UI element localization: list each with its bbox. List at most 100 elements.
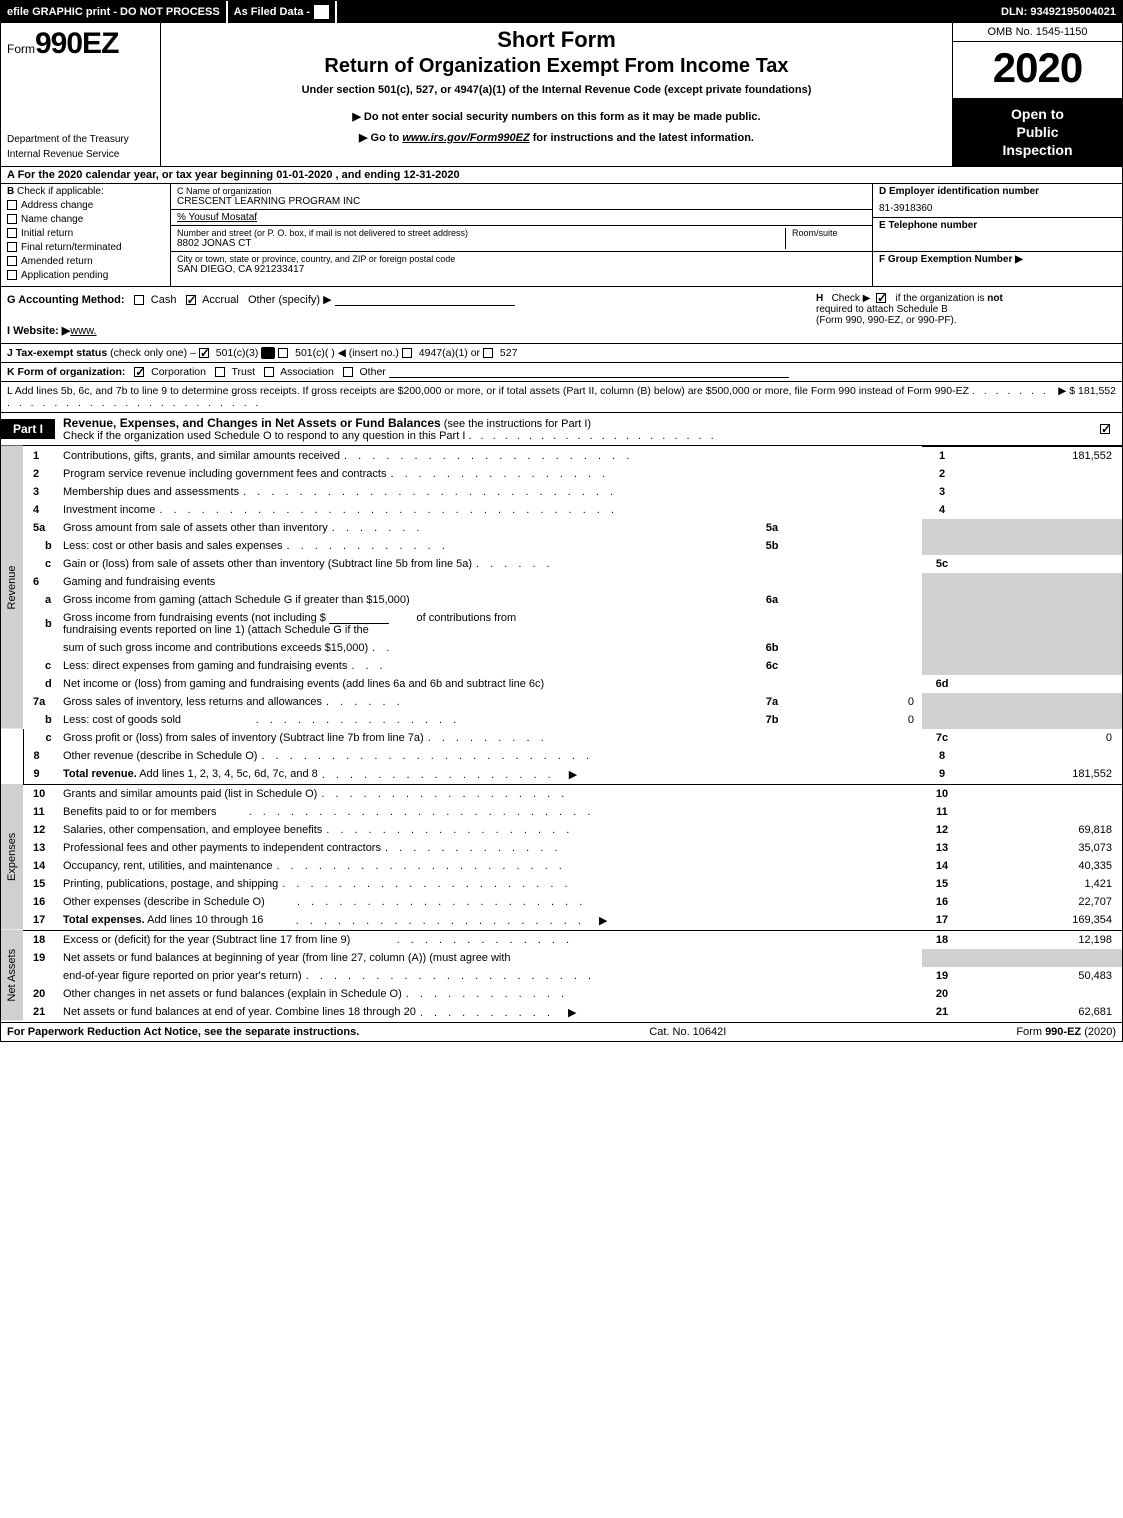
col-val: 181,552 — [962, 446, 1122, 465]
line-desc: Total expenses. Add lines 10 through 16 — [63, 914, 263, 927]
instructions-link: ▶ Go to www.irs.gov/Form990EZ for instru… — [169, 131, 944, 144]
mini-no: 6a — [752, 591, 792, 609]
chk-label: Initial return — [21, 228, 73, 239]
org-name-cell: C Name of organization CRESCENT LEARNING… — [171, 184, 872, 210]
line-no: c — [23, 729, 59, 747]
open-line3: Inspection — [957, 141, 1118, 159]
street-address: 8802 JONAS CT — [177, 238, 779, 249]
col-shade — [962, 693, 1122, 729]
col-no: 19 — [922, 967, 962, 985]
line-7a: 7a Gross sales of inventory, less return… — [1, 693, 1122, 711]
chk-name-change[interactable]: Name change — [7, 214, 164, 225]
mini-val: 0 — [792, 693, 922, 711]
checkbox-icon[interactable] — [7, 256, 17, 266]
tax-year: 2020 — [953, 42, 1122, 99]
g-accrual: Accrual — [202, 294, 239, 306]
chk-initial-return[interactable]: Initial return — [7, 228, 164, 239]
k-assoc: Association — [280, 366, 334, 378]
bullet-icon — [261, 347, 275, 359]
line-desc: Other revenue (describe in Schedule O) — [63, 750, 257, 762]
mini-val: 0 — [792, 711, 922, 729]
j-527: 527 — [500, 347, 518, 359]
h-check: Check ▶ — [832, 293, 871, 304]
line-no: c — [23, 657, 59, 675]
line-no: 15 — [23, 875, 59, 893]
l-text: L Add lines 5b, 6c, and 7b to line 9 to … — [7, 385, 969, 397]
irs-url[interactable]: www.irs.gov/Form990EZ — [402, 132, 529, 144]
checkbox-icon[interactable] — [264, 367, 274, 377]
col-no: 16 — [922, 893, 962, 911]
checkbox-icon[interactable] — [186, 295, 196, 305]
chk-application-pending[interactable]: Application pending — [7, 270, 164, 281]
checkbox-icon[interactable] — [876, 293, 886, 303]
line-no: b — [23, 711, 59, 729]
entity-mid: C Name of organization CRESCENT LEARNING… — [171, 184, 872, 286]
col-val — [962, 555, 1122, 573]
line-desc: Net income or (loss) from gaming and fun… — [59, 675, 922, 693]
line-no: 8 — [23, 747, 59, 765]
g-other-blank[interactable] — [335, 294, 515, 306]
checkbox-icon[interactable] — [7, 242, 17, 252]
ein-cell: D Employer identification number 81-3918… — [873, 184, 1122, 218]
h-text2: if the organization is — [896, 293, 988, 304]
line-6: 6 Gaming and fundraising events — [1, 573, 1122, 591]
checkbox-icon[interactable] — [199, 348, 209, 358]
k-other-blank[interactable] — [389, 366, 789, 378]
l6b-blank[interactable] — [329, 612, 389, 624]
mini-no: 5a — [752, 519, 792, 537]
checkbox-icon[interactable] — [278, 348, 288, 358]
part-1-header: Part I Revenue, Expenses, and Changes in… — [1, 413, 1122, 446]
checkbox-icon[interactable] — [402, 348, 412, 358]
line-6d: d Net income or (loss) from gaming and f… — [1, 675, 1122, 693]
checkbox-icon[interactable] — [215, 367, 225, 377]
g-i-block: G Accounting Method: Cash Accrual Other … — [7, 293, 816, 337]
line-no: 13 — [23, 839, 59, 857]
checkbox-icon[interactable] — [7, 214, 17, 224]
line-desc: Benefits paid to or for members — [63, 806, 216, 818]
header-right: OMB No. 1545-1150 2020 Open to Public In… — [952, 23, 1122, 166]
mini-val — [792, 591, 922, 609]
checkbox-icon[interactable] — [134, 367, 144, 377]
checkbox-icon[interactable] — [1100, 424, 1110, 434]
col-no: 2 — [922, 465, 962, 483]
h-block: H Check ▶ if the organization is not req… — [816, 293, 1116, 337]
line-desc: Membership dues and assessments — [63, 486, 239, 498]
line-15: 15 Printing, publications, postage, and … — [1, 875, 1122, 893]
line-desc: sum of such gross income and contributio… — [63, 642, 368, 654]
dots: . . . . . . — [322, 696, 748, 708]
k-label: K Form of organization: — [7, 366, 125, 378]
col-no: 7c — [922, 729, 962, 747]
l6b-d2: of contributions from — [416, 612, 516, 624]
chk-amended-return[interactable]: Amended return — [7, 256, 164, 267]
col-val: 1,421 — [962, 875, 1122, 893]
line-desc: Program service revenue including govern… — [63, 468, 386, 480]
checkbox-icon[interactable] — [134, 295, 144, 305]
chk-address-change[interactable]: Address change — [7, 200, 164, 211]
mini-val — [792, 519, 922, 537]
form-header: Form990EZ Department of the Treasury Int… — [1, 23, 1122, 167]
checkbox-icon[interactable] — [7, 270, 17, 280]
dots: . . . . . . . . . . . . . — [381, 842, 918, 854]
street-cell: Number and street (or P. O. box, if mail… — [171, 226, 872, 252]
col-no: 4 — [922, 501, 962, 519]
col-no: 1 — [922, 446, 962, 465]
top-bar: efile GRAPHIC print - DO NOT PROCESS As … — [1, 1, 1122, 23]
line-no — [23, 967, 59, 985]
checkbox-icon[interactable] — [343, 367, 353, 377]
col-no: 18 — [922, 930, 962, 949]
line-5a: 5a Gross amount from sale of assets othe… — [1, 519, 1122, 537]
form-title: Return of Organization Exempt From Incom… — [169, 55, 944, 78]
line-no: 3 — [23, 483, 59, 501]
part-title-block: Revenue, Expenses, and Changes in Net As… — [55, 413, 1100, 445]
line-desc: end-of-year figure reported on prior yea… — [63, 970, 302, 982]
line-2: 2 Program service revenue including gove… — [1, 465, 1122, 483]
checkbox-icon[interactable] — [7, 200, 17, 210]
checkbox-icon[interactable] — [483, 348, 493, 358]
chk-final-return[interactable]: Final return/terminated — [7, 242, 164, 253]
col-no: 8 — [922, 747, 962, 765]
checkbox-icon[interactable] — [7, 228, 17, 238]
dots: . . . . . . . . . . . . . . . . . . . . … — [273, 860, 918, 872]
col-no: 21 — [922, 1003, 962, 1022]
line-no: 14 — [23, 857, 59, 875]
col-shade — [922, 693, 962, 729]
